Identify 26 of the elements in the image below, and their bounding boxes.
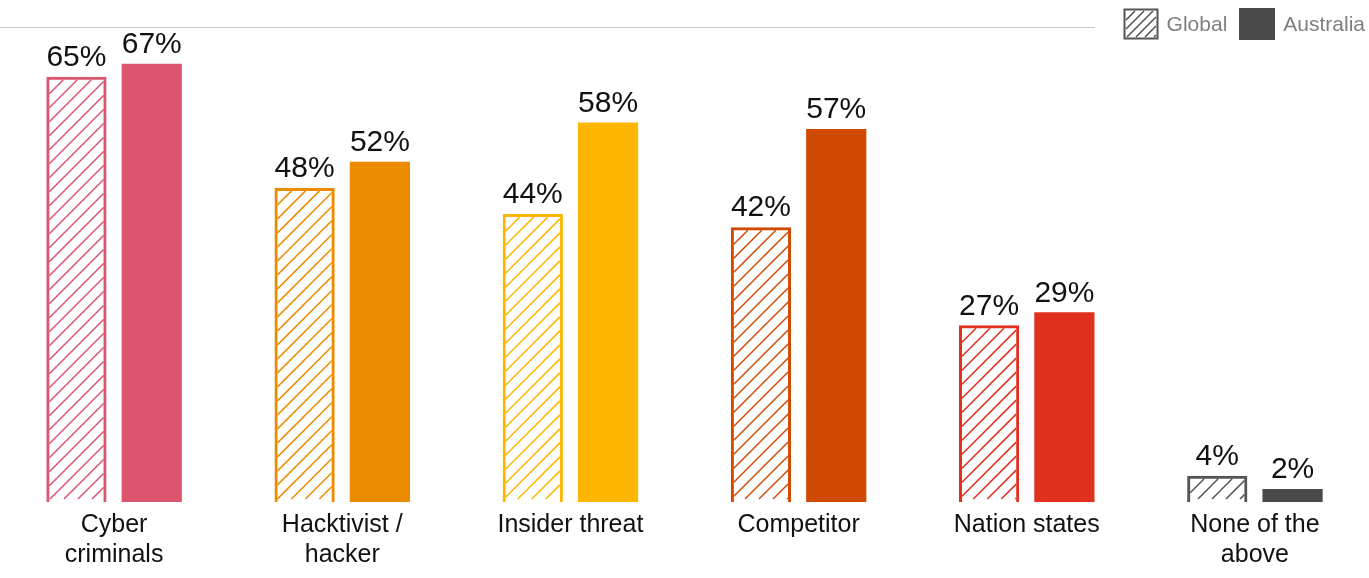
legend-label: Global	[1166, 12, 1228, 36]
bar	[349, 161, 411, 502]
x-tick-label: Nation states	[953, 508, 1100, 537]
x-tick-label: Insider threat	[497, 508, 644, 537]
data-label: 67%	[121, 25, 182, 59]
data-label: 58%	[578, 84, 639, 118]
data-label: 4%	[1195, 438, 1239, 472]
data-label: 2%	[1270, 451, 1315, 485]
x-tick-label: Cyber criminals	[64, 508, 164, 567]
legend-label: Australia	[1283, 12, 1365, 36]
x-tick-label: Hacktivist / hacker	[281, 508, 403, 567]
bar	[121, 63, 182, 502]
data-label: 29%	[1034, 274, 1095, 308]
data-label: 65%	[46, 38, 107, 72]
data-label: 44%	[502, 176, 563, 210]
bar	[1034, 312, 1095, 502]
data-label: 42%	[730, 189, 791, 223]
x-tick-label: Competitor	[737, 508, 860, 537]
data-label: 57%	[806, 91, 867, 125]
data-label: 48%	[274, 150, 335, 184]
data-label: 52%	[349, 124, 410, 158]
bar	[806, 129, 867, 502]
bar	[1262, 488, 1323, 502]
data-label: 27%	[959, 287, 1020, 321]
x-tick-label: None of the above	[1190, 508, 1320, 567]
bar	[577, 122, 639, 502]
